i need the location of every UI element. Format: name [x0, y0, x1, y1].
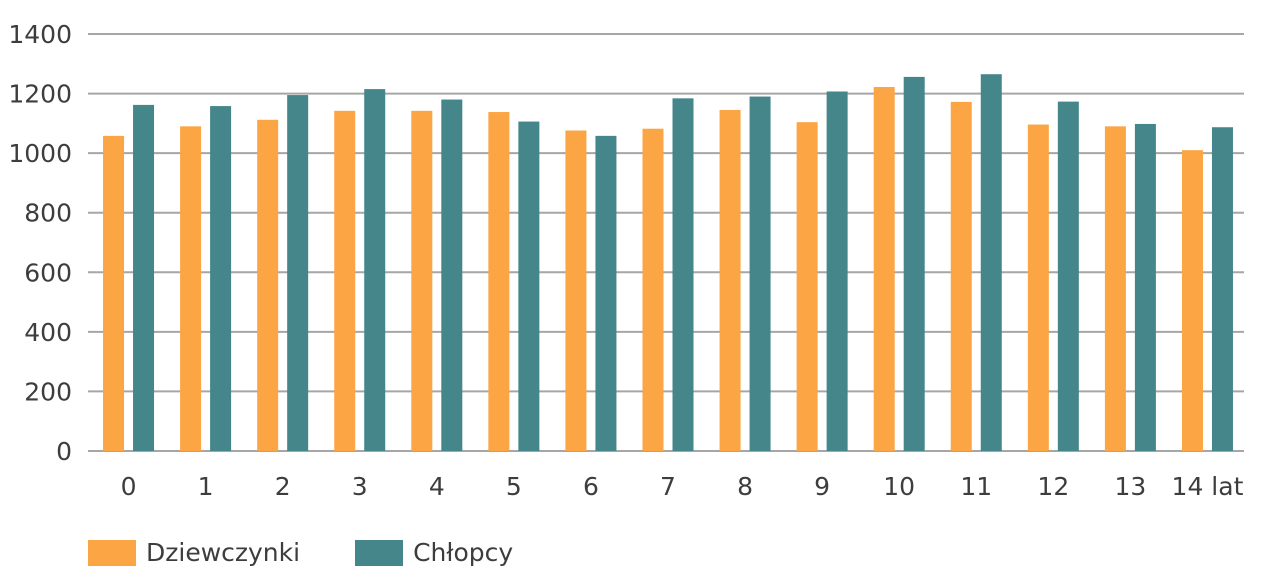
x-tick-label: 5 [506, 472, 522, 501]
bar-boys [287, 95, 309, 451]
bar-boys [133, 104, 155, 451]
bar-boys [595, 135, 617, 452]
bar-girls [103, 135, 125, 452]
y-tick-label: 1000 [8, 139, 72, 168]
y-tick-label: 200 [24, 377, 72, 406]
gridlines [88, 33, 1244, 452]
bar-girls [334, 110, 356, 452]
bar-girls [873, 87, 895, 452]
bar-boys [672, 98, 694, 451]
y-tick-label: 0 [56, 437, 72, 466]
x-tick-label: 6 [583, 472, 599, 501]
bar-girls [1027, 124, 1049, 451]
y-axis-ticks: 0 200 400 600 800 1000 1200 1400 [8, 20, 72, 466]
bar-girls [796, 122, 818, 451]
bar-boys [749, 96, 771, 452]
bar-girls [1104, 126, 1126, 451]
bar-boys [980, 74, 1002, 451]
bar-boys [826, 91, 848, 452]
bar-girls [411, 110, 433, 452]
bar-girls [719, 109, 741, 451]
x-tick-label: 3 [352, 472, 368, 501]
y-tick-label: 1200 [8, 80, 72, 109]
legend-item-boys: Chłopcy [355, 538, 513, 567]
bars [103, 74, 1233, 452]
y-tick-label: 800 [24, 199, 72, 228]
bar-girls [488, 112, 510, 451]
x-tick-label: 1 [198, 472, 214, 501]
x-tick-label: 9 [814, 472, 830, 501]
bar-boys [441, 99, 463, 452]
bar-boys [903, 76, 925, 452]
x-tick-label: 13 [1114, 472, 1146, 501]
x-tick-label: 8 [737, 472, 753, 501]
x-tick-label: 7 [660, 472, 676, 501]
legend: Dziewczynki Chłopcy [88, 538, 568, 567]
bar-girls [642, 128, 664, 451]
legend-item-girls: Dziewczynki [88, 538, 300, 567]
x-tick-label: 0 [121, 472, 137, 501]
legend-label-boys: Chłopcy [413, 538, 514, 567]
x-tick-label: 10 [883, 472, 915, 501]
x-tick-label: 2 [275, 472, 291, 501]
bar-boys [1057, 101, 1079, 451]
bar-girls [257, 119, 279, 451]
bar-girls [950, 101, 972, 451]
y-tick-label: 1400 [8, 20, 72, 49]
legend-swatch-girls [88, 539, 136, 566]
bar-boys [518, 121, 540, 451]
legend-label-girls: Dziewczynki [146, 538, 301, 567]
x-tick-label: 11 [960, 472, 992, 501]
bar-girls [1181, 150, 1203, 451]
bar-boys [210, 106, 232, 452]
x-tick-label: 14 lat [1172, 472, 1244, 501]
y-tick-label: 400 [24, 318, 72, 347]
legend-swatch-boys [355, 539, 404, 566]
bar-boys [1134, 123, 1156, 452]
x-tick-label: 4 [429, 472, 445, 501]
bar-girls [565, 130, 587, 451]
bar-boys [1211, 127, 1233, 452]
x-tick-label: 12 [1037, 472, 1069, 501]
x-axis-ticks: 0 1 2 3 4 5 6 7 8 9 10 11 12 13 14 lat [121, 472, 1244, 501]
bar-girls [180, 126, 202, 451]
bar-boys [364, 89, 386, 451]
y-tick-label: 600 [24, 258, 72, 287]
